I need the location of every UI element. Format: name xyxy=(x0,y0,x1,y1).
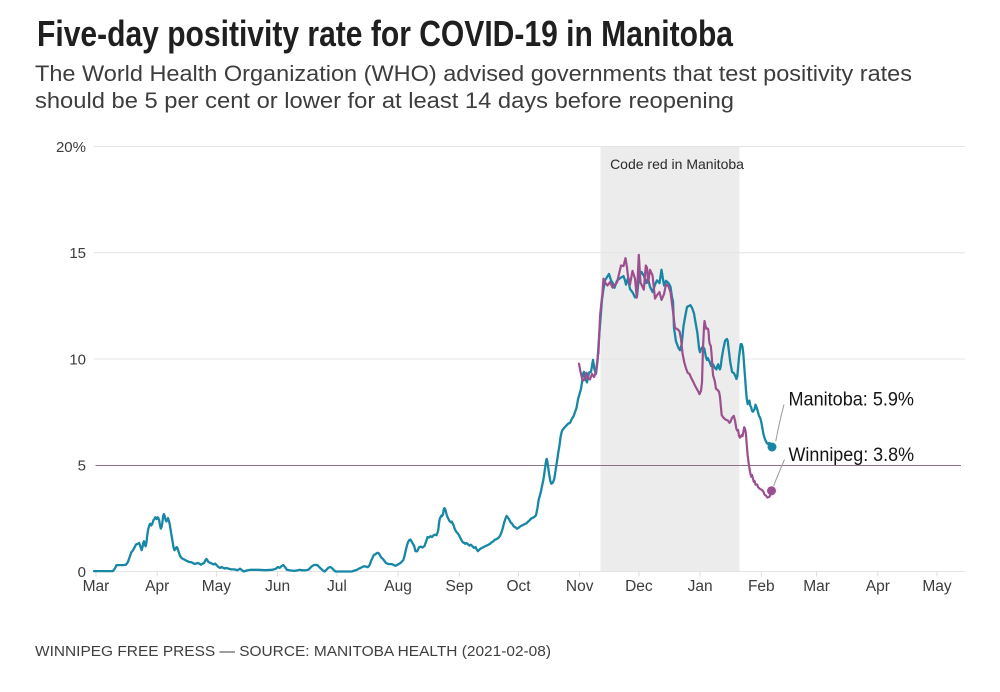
svg-text:10: 10 xyxy=(69,351,86,368)
svg-text:Dec: Dec xyxy=(625,578,653,595)
svg-text:Code red in Manitoba: Code red in Manitoba xyxy=(610,156,744,172)
svg-text:WINNIPEG FREE PRESS — SOURCE:: WINNIPEG FREE PRESS — SOURCE: MANITOBA H… xyxy=(35,644,551,660)
svg-text:May: May xyxy=(202,578,232,595)
svg-text:Oct: Oct xyxy=(506,578,531,595)
svg-text:Sep: Sep xyxy=(446,578,474,595)
svg-text:Manitoba: 5.9%: Manitoba: 5.9% xyxy=(789,388,915,410)
svg-text:0: 0 xyxy=(78,564,86,581)
svg-text:Mar: Mar xyxy=(803,578,830,595)
svg-text:Jul: Jul xyxy=(327,578,347,595)
svg-text:Aug: Aug xyxy=(384,578,412,595)
svg-text:Apr: Apr xyxy=(866,578,890,595)
svg-text:The World Health Organization: The World Health Organization (WHO) advi… xyxy=(35,61,912,86)
svg-text:Mar: Mar xyxy=(83,578,110,595)
svg-text:Jun: Jun xyxy=(265,578,290,595)
svg-text:Jan: Jan xyxy=(688,578,713,595)
svg-text:May: May xyxy=(922,578,952,595)
svg-text:Apr: Apr xyxy=(145,578,169,595)
svg-text:20%: 20% xyxy=(56,139,86,156)
svg-text:should be 5 per cent or lower: should be 5 per cent or lower for at lea… xyxy=(35,88,734,113)
svg-text:Winnipeg: 3.8%: Winnipeg: 3.8% xyxy=(789,444,915,466)
svg-text:15: 15 xyxy=(69,245,86,262)
svg-text:5: 5 xyxy=(78,458,86,475)
svg-text:Feb: Feb xyxy=(748,578,775,595)
svg-text:Five-day positivity rate for C: Five-day positivity rate for COVID-19 in… xyxy=(37,13,734,54)
svg-text:Nov: Nov xyxy=(566,578,594,595)
